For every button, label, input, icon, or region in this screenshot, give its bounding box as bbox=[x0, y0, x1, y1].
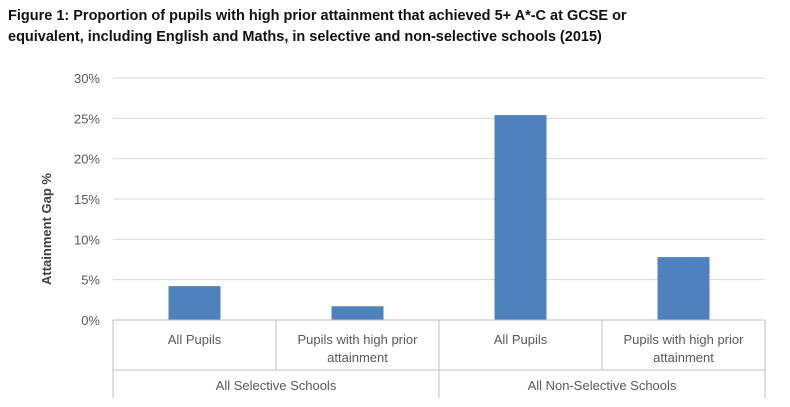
y-tick-label: 25% bbox=[74, 111, 100, 126]
bar bbox=[657, 257, 710, 320]
y-tick-label: 20% bbox=[74, 152, 100, 167]
bar bbox=[494, 115, 547, 321]
y-tick-label: 10% bbox=[74, 232, 100, 247]
bars bbox=[168, 115, 710, 321]
bar bbox=[168, 286, 221, 320]
y-tick-label: 30% bbox=[74, 71, 100, 86]
x-axis-category-labels: All Pupils Pupils with high prior attainme… bbox=[168, 332, 744, 365]
x-tick-label: Pupils with high prior bbox=[298, 332, 419, 347]
x-tick-label: Pupils with high prior bbox=[624, 332, 745, 347]
y-tick-label: 0% bbox=[81, 313, 100, 328]
chart-title-line-2: equivalent, including English and Maths,… bbox=[8, 29, 602, 45]
x-axis-group-labels: All Selective Schools All Non-Selective S… bbox=[216, 378, 677, 393]
bar bbox=[331, 306, 384, 320]
chart-title-line-1: Figure 1: Proportion of pupils with high… bbox=[8, 8, 627, 24]
x-tick-label: attainment bbox=[653, 350, 714, 365]
x-tick-label: attainment bbox=[327, 350, 388, 365]
x-group-label: All Non-Selective Schools bbox=[528, 378, 677, 393]
x-axis bbox=[112, 319, 766, 398]
x-tick-label: All Pupils bbox=[168, 332, 222, 347]
y-axis-label: Attainment Gap % bbox=[39, 173, 54, 285]
chart-title: Figure 1: Proportion of pupils with high… bbox=[8, 6, 778, 48]
x-group-label: All Selective Schools bbox=[216, 378, 337, 393]
y-tick-label: 15% bbox=[74, 192, 100, 207]
gridlines bbox=[113, 77, 765, 281]
y-axis-ticks: 0% 5% 10% 15% 20% 25% 30% bbox=[74, 71, 100, 328]
x-tick-label: All Pupils bbox=[494, 332, 548, 347]
y-tick-label: 5% bbox=[81, 273, 100, 288]
